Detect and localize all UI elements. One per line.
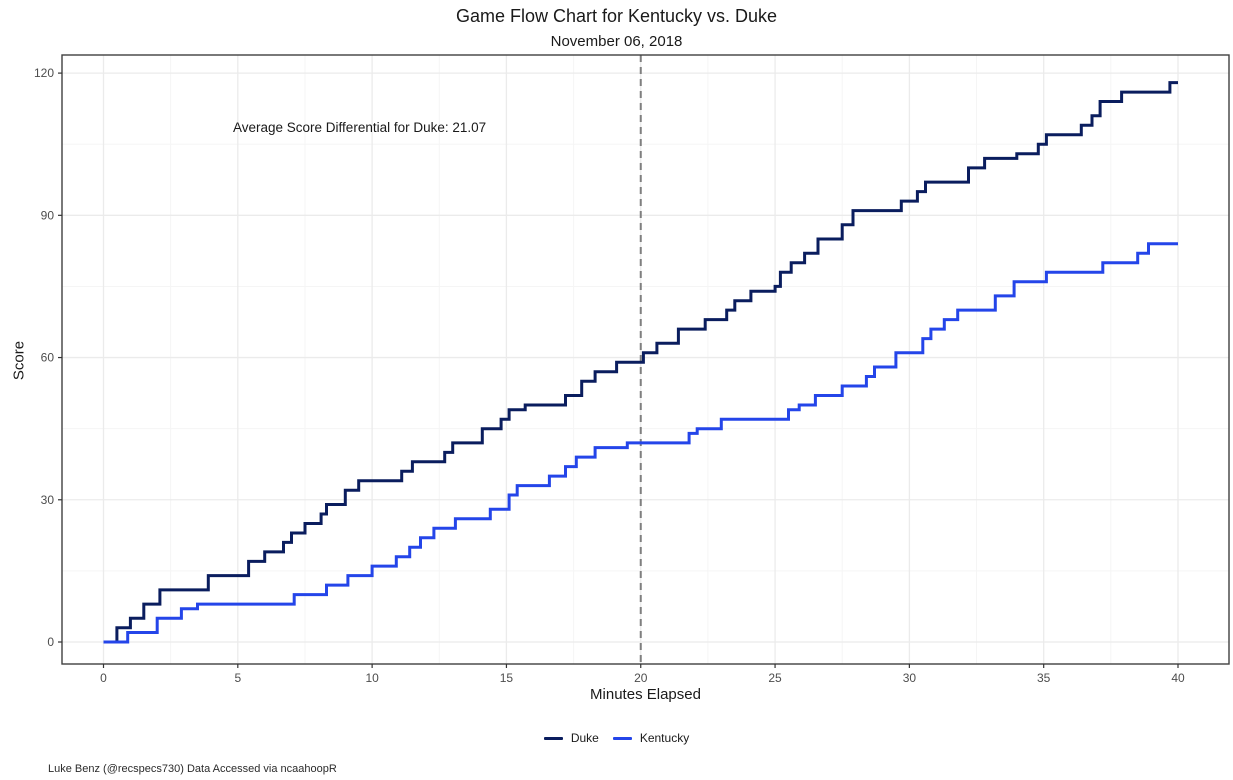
legend-item-kentucky: Kentucky (612, 731, 690, 745)
y-tick-label: 60 (41, 351, 55, 365)
x-tick-label: 15 (500, 671, 514, 685)
series-line-kentucky (103, 242, 1178, 644)
y-tick-label: 90 (41, 208, 55, 222)
y-tick-label: 0 (47, 635, 54, 649)
x-tick-label: 30 (903, 671, 917, 685)
y-axis-label: Score (10, 340, 28, 381)
series-line-duke (103, 81, 1178, 644)
x-tick-label: 25 (768, 671, 782, 685)
legend-label-kentucky: Kentucky (639, 731, 690, 745)
x-tick-label: 35 (1037, 671, 1051, 685)
plot-panel (62, 55, 1229, 664)
x-tick-label: 40 (1171, 671, 1185, 685)
annotation-avg-differential: Average Score Differential for Duke: 21.… (233, 120, 487, 135)
y-tick-label: 120 (34, 66, 54, 80)
x-tick-label: 10 (365, 671, 379, 685)
kentucky-line-swatch-icon (612, 736, 632, 740)
x-tick-label: 0 (100, 671, 107, 685)
x-tick-label: 20 (634, 671, 648, 685)
legend-item-duke: Duke (543, 731, 599, 745)
x-tick-label: 5 (234, 671, 241, 685)
x-axis-label: Minutes Elapsed (590, 686, 701, 703)
chart-subtitle: November 06, 2018 (550, 33, 683, 50)
duke-line-swatch-icon (543, 736, 563, 740)
legend-label-duke: Duke (570, 731, 599, 745)
caption-credit: Luke Benz (@recspecs730) Data Accessed v… (48, 763, 337, 775)
legend: Duke Kentucky (0, 731, 1233, 745)
panel-border (61, 54, 1230, 665)
y-tick-label: 30 (41, 493, 55, 507)
chart-title: Game Flow Chart for Kentucky vs. Duke (455, 6, 778, 26)
